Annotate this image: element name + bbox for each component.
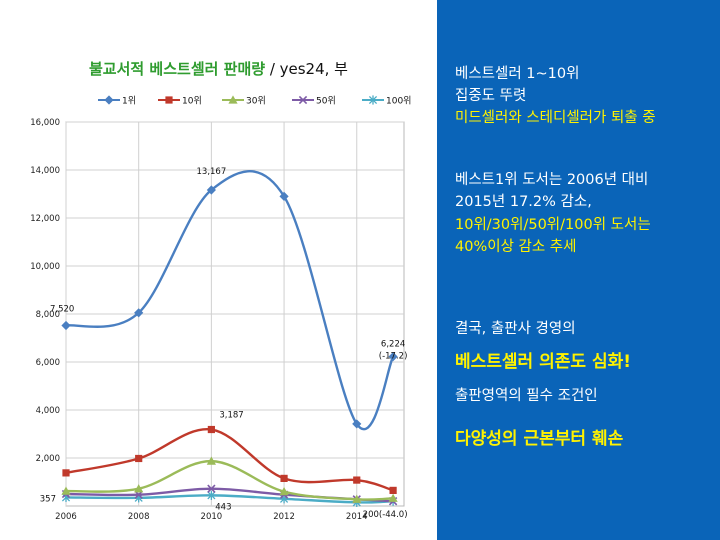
- y-tick-label: 2,000: [36, 454, 60, 464]
- data-point: [388, 352, 398, 362]
- data-label: (-17.2): [379, 352, 408, 362]
- legend-label: 50위: [316, 96, 336, 107]
- legend-marker: [165, 96, 173, 104]
- panel-line-7: 40%이상 감소 추세: [455, 239, 577, 255]
- x-tick-label: 2012: [273, 512, 295, 522]
- x-tick-label: 2008: [128, 512, 150, 522]
- legend-item-50위: 50위: [292, 96, 336, 107]
- panel-line-5: 2015년 17.2% 감소,: [455, 194, 592, 210]
- chart-title-suffix: / yes24, 부: [265, 60, 348, 78]
- data-label: 13,167: [197, 167, 227, 177]
- data-point: [62, 469, 70, 477]
- panel-line-3: 미드셀러와 스테디셀러가 퇴출 중: [455, 110, 656, 126]
- series-line: [65, 170, 395, 431]
- data-point: [61, 486, 71, 495]
- legend-item-1위: 1위: [98, 95, 136, 107]
- panel-line-1: 베스트셀러 1~10위: [455, 66, 580, 82]
- data-point: [352, 494, 362, 503]
- data-point: [207, 490, 216, 500]
- data-point: [135, 454, 143, 463]
- data-point: [280, 474, 288, 482]
- legend-label: 10위: [182, 96, 202, 107]
- chart-title-main: 불교서적 베스트셀러 판매량: [89, 60, 266, 78]
- legend-label: 1위: [122, 96, 136, 107]
- data-point: [134, 308, 144, 318]
- data-label: 3,187: [219, 411, 243, 421]
- y-tick-label: 6,000: [36, 358, 60, 368]
- data-label: 200(-44.0): [363, 510, 408, 520]
- y-tick-label: 10,000: [30, 262, 60, 272]
- data-point: [353, 476, 361, 484]
- data-label: 7,520: [50, 305, 74, 315]
- data-label: 443: [215, 502, 231, 512]
- data-point: [61, 320, 71, 331]
- data-label: 6,224: [381, 340, 405, 350]
- data-point: [206, 185, 216, 195]
- legend-label: 100위: [386, 96, 411, 107]
- data-point: [389, 486, 397, 494]
- legend-marker: [228, 95, 238, 104]
- data-point: [134, 484, 144, 493]
- legend-marker: [298, 95, 308, 105]
- panel-line-2: 집중도 뚜렷: [455, 88, 527, 104]
- series-30위: [61, 456, 398, 503]
- data-point: [206, 456, 216, 465]
- series-10위: [62, 425, 397, 494]
- y-tick-label: 14,000: [30, 166, 60, 176]
- data-point: [207, 425, 215, 434]
- x-tick-label: 2006: [55, 512, 77, 522]
- data-point: [279, 191, 289, 201]
- data-point: [388, 493, 398, 502]
- legend-item-10위: 10위: [158, 96, 202, 107]
- line-chart: 2,000 4,000 6,000 8,000 10,000 12,000 14,000 16…: [30, 95, 411, 522]
- y-tick-label: 16,000: [30, 118, 60, 128]
- data-point: [279, 487, 289, 496]
- panel-line-4: 베스트1위 도서는 2006년 대비: [455, 172, 649, 188]
- x-tick-label: 2010: [201, 512, 223, 522]
- data-label: 357: [40, 494, 56, 504]
- y-tick-label: 4,000: [36, 406, 60, 416]
- chart-title: 불교서적 베스트셀러 판매량 / yes24, 부: [0, 58, 437, 79]
- summary-panel: 베스트셀러 1~10위 집중도 뚜렷 미드셀러와 스테디셀러가 퇴출 중 베스트…: [437, 0, 720, 540]
- legend-label: 30위: [246, 96, 266, 107]
- legend-marker: [368, 95, 378, 105]
- chart-area: 불교서적 베스트셀러 판매량 / yes24, 부 2,000 4,000 6,00…: [0, 58, 437, 522]
- panel-line-11: 다양성의 근본부터 훼손: [455, 429, 624, 449]
- legend-item-100위: 100위: [362, 95, 411, 107]
- data-point: [352, 419, 362, 429]
- panel-line-6: 10위/30위/50위/100위 도서는: [455, 217, 651, 233]
- legend-marker: [104, 95, 114, 105]
- y-tick-label: 12,000: [30, 214, 60, 224]
- data-point: [207, 484, 216, 493]
- series-line: [65, 428, 394, 492]
- panel-line-9: 베스트셀러 의존도 심화!: [455, 352, 631, 372]
- legend-item-30위: 30위: [222, 95, 266, 107]
- panel-line-10: 출판영역의 필수 조건인: [455, 388, 598, 404]
- y-tick-label: 8,000: [36, 310, 60, 320]
- panel-line-8: 결국, 출판사 경영의: [455, 321, 576, 337]
- x-tick-label: 2014: [346, 512, 368, 522]
- series-1위: [61, 170, 398, 431]
